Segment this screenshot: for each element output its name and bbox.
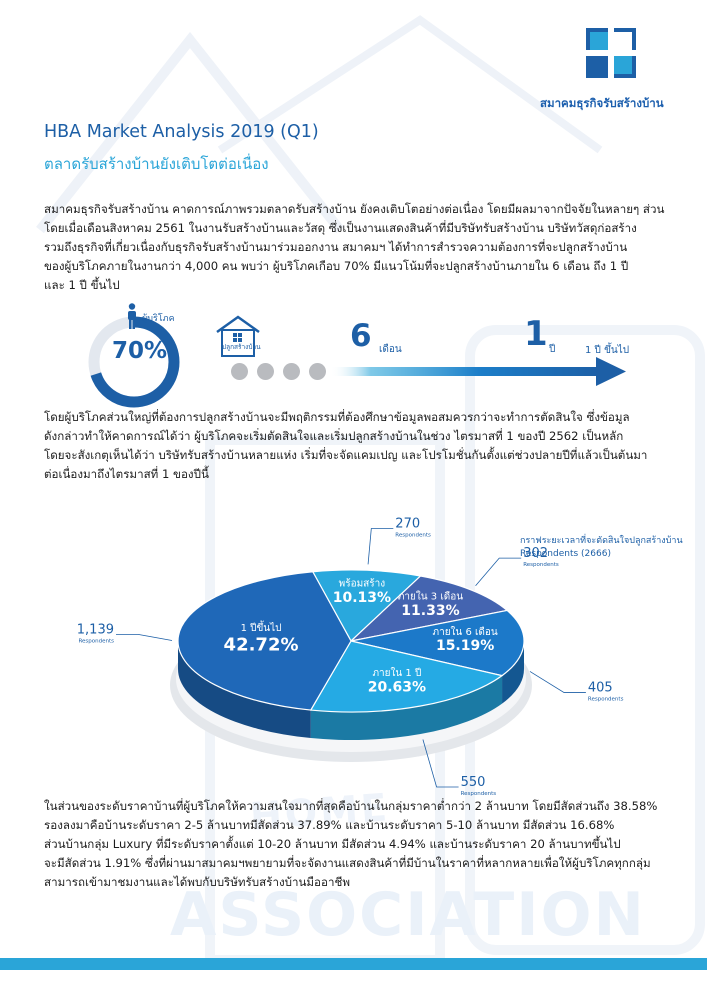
behavior-paragraph: โดยผู้บริโภคส่วนใหญ่ที่ต้องการปลูกสร้างบ… (44, 408, 666, 484)
chart-subtitle: Respondents (2666) (520, 549, 611, 559)
paragraph-line: รองลงมาคือบ้านระดับราคา 2-5 ล้านบาทมีสัด… (44, 818, 615, 832)
callout-unit: Respondents (78, 638, 114, 644)
callout-respondents: 550 (461, 775, 486, 790)
paragraph-line: ดังกล่าวทำให้คาดการณ์ได้ว่า ผู้บริโภคจะเ… (44, 429, 624, 443)
callout-line (529, 671, 586, 693)
pie-slice-side (502, 641, 525, 704)
chart-title: กราฟระยะเวลาที่จะตัดสินใจปลูกสร้างบ้าน (520, 536, 683, 546)
callout-unit: Respondents (523, 562, 559, 568)
pie-slice (177, 571, 352, 711)
pie-slice-side (178, 641, 311, 739)
callout-respondents: 302 (523, 546, 548, 561)
consumer-label: ผู้บริโภค (142, 314, 175, 324)
watermark-association: ASSOCIATION (170, 880, 646, 950)
six-months-number: 6 (350, 318, 372, 354)
slice-percent: 11.33% (401, 603, 459, 619)
callout-respondents: 1,139 (77, 622, 114, 637)
paragraph-line: จะมีสัดส่วน 1.91% ซึ่งที่ผ่านมาสมาคมฯพยา… (44, 856, 651, 870)
page-title: HBA Market Analysis 2019 (Q1) (44, 122, 319, 142)
slice-percent: 20.63% (368, 680, 426, 696)
pie-slice-side (310, 675, 503, 740)
paragraph-line: ในส่วนของระดับราคาบ้านที่ผู้บริโภคให้ควา… (44, 799, 658, 813)
slice-percent: 15.19% (436, 638, 494, 654)
one-year-number: 1 (524, 314, 548, 354)
paragraph-line: ส่วนบ้านกลุ่ม Luxury ที่มีระดับราคาตั้งแ… (44, 837, 621, 851)
slice-percent: 42.72% (224, 635, 299, 656)
paragraph-line: สมาคมธุรกิจรับสร้างบ้าน คาดการณ์ภาพรวมตล… (44, 202, 665, 216)
house-icon (216, 315, 260, 357)
callout-unit: Respondents (395, 532, 431, 538)
callout-line (422, 739, 459, 788)
intro-paragraph: สมาคมธุรกิจรับสร้างบ้าน คาดการณ์ภาพรวมตล… (44, 200, 666, 295)
percent-value: 70% (112, 338, 168, 364)
month-label: เดือน (379, 344, 402, 355)
hba-logo (586, 28, 636, 78)
page-subtitle: ตลาดรับสร้างบ้านยังเติบโตต่อเนื่อง (44, 155, 269, 173)
callout-respondents: 270 (395, 516, 420, 531)
paragraph-line: โดยเมื่อเดือนสิงหาคม 2561 ในงานรับสร้างบ… (44, 221, 637, 235)
callout-line (367, 528, 394, 565)
footer-bar (0, 958, 707, 970)
house-label: ปลูกสร้างบ้าน (222, 343, 261, 351)
callout-respondents: 405 (588, 680, 613, 695)
callout-line (116, 633, 173, 641)
person-icon (128, 303, 136, 329)
timeline-arrow (330, 357, 626, 386)
paragraph-line: ต่อเนื่องมาถึงไตรมาสที่ 1 ของปีนี้ (44, 467, 209, 481)
paragraph-line: สามารถเข้ามาชมงานและได้พบกับบริษัทรับสร้… (44, 875, 351, 889)
slice-label: ภายใน 3 เดือน (398, 591, 463, 603)
slice-percent: 10.13% (333, 590, 391, 606)
year-label: ปี (549, 344, 556, 355)
slice-label: พร้อมสร้าง (339, 578, 386, 590)
timeline-dot (283, 363, 300, 380)
year-up-label: 1 ปี ขึ้นไป (585, 345, 630, 356)
timeline-dot (231, 363, 248, 380)
callout-unit: Respondents (588, 696, 624, 702)
slice-label: ภายใน 6 เดือน (432, 626, 497, 638)
callout-unit: Respondents (461, 791, 497, 797)
paragraph-line: โดยผู้บริโภคส่วนใหญ่ที่ต้องการปลูกสร้างบ… (44, 410, 630, 424)
org-name: สมาคมธุรกิจรับสร้างบ้าน (540, 96, 664, 110)
timeline-dot (257, 363, 274, 380)
paragraph-line: รวมถึงธุรกิจที่เกี่ยวเนื่องกับธุรกิจรับส… (44, 240, 628, 254)
paragraph-line: และ 1 ปี ขึ้นไป (44, 278, 120, 292)
paragraph-line: ของผู้บริโภคภายในงานกว่า 4,000 คน พบว่า … (44, 259, 629, 273)
pie-slice (309, 640, 504, 713)
paragraph-line: โดยจะสังเกตุเห็นได้ว่า บริษัทรับสร้างบ้า… (44, 448, 648, 462)
slice-label: 1 ปีขึ้นไป (241, 620, 282, 634)
callout-line (475, 557, 522, 586)
pie-slice (350, 609, 525, 677)
slice-label: ภายใน 1 ปี (372, 667, 421, 679)
pie-slice (349, 575, 509, 642)
price-paragraph: ในส่วนของระดับราคาบ้านที่ผู้บริโภคให้ควา… (44, 797, 666, 892)
timeline-dot (309, 363, 326, 380)
chart-caption: กราฟระยะเวลาที่จะตัดสินใจปลูกสร้างบ้าน R… (520, 535, 700, 561)
pie-slice (311, 569, 422, 642)
